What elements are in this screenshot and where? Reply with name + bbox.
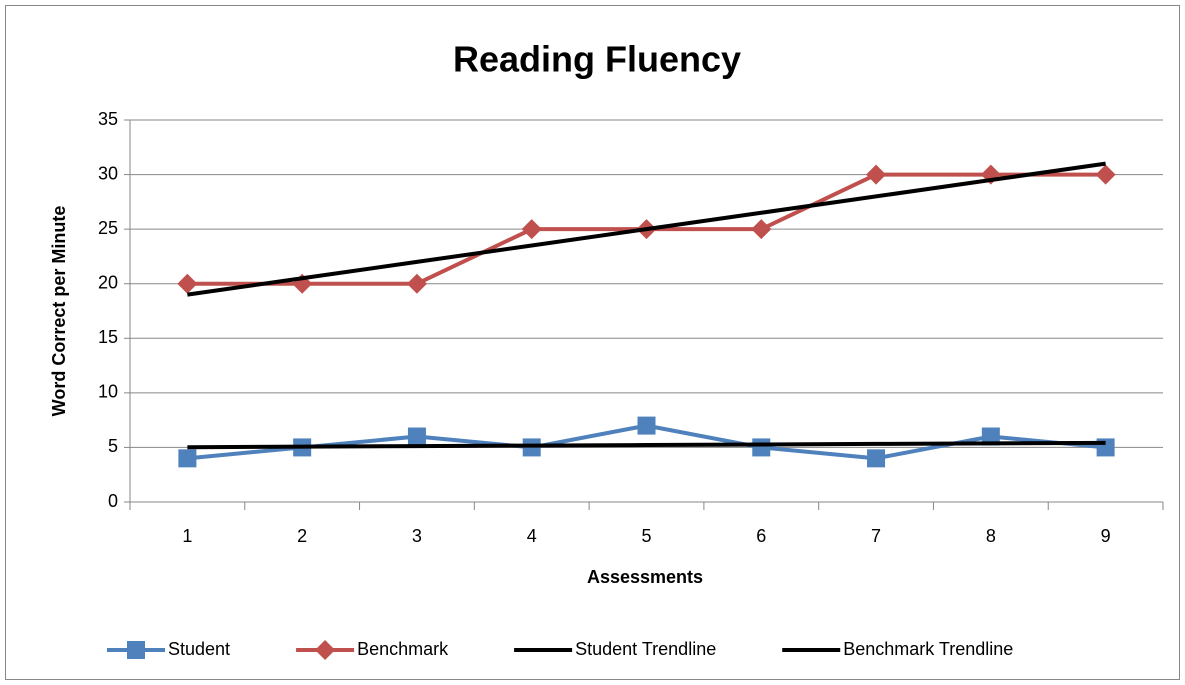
legend-label: Student [168,639,230,659]
x-axis-title: Assessments [587,567,703,587]
chart-border [5,5,1180,680]
x-tick-label: 1 [182,526,192,546]
y-tick-label: 30 [98,163,118,183]
x-tick-label: 7 [871,526,881,546]
series-line [187,161,1106,297]
x-tick-label: 5 [641,526,651,546]
point-marker [178,449,197,468]
point-marker [1095,164,1116,185]
y-tick-label: 5 [108,436,118,456]
legend-label: Benchmark [357,639,449,659]
y-axis-title: Word Correct per Minute [49,206,69,417]
point-marker [406,273,427,294]
y-tick-label: 0 [108,491,118,511]
point-marker [637,416,656,435]
x-tick-label: 9 [1101,526,1111,546]
legend-marker [127,641,145,659]
y-tick-label: 15 [98,327,118,347]
y-tick-label: 20 [98,272,118,292]
series-line [187,440,1106,450]
point-marker [866,164,887,185]
point-marker [867,449,886,468]
y-tick-label: 35 [98,109,118,129]
x-tick-label: 2 [297,526,307,546]
y-tick-label: 25 [98,218,118,238]
point-marker [177,273,198,294]
legend-label: Benchmark Trendline [843,639,1013,659]
legend-marker [315,640,336,660]
x-tick-label: 8 [986,526,996,546]
y-tick-label: 10 [98,382,118,402]
point-marker [521,219,542,240]
point-marker [981,427,1000,446]
point-marker [752,438,771,457]
point-marker [751,219,772,240]
chart-title: Reading Fluency [453,39,741,80]
x-tick-label: 3 [412,526,422,546]
x-tick-label: 6 [756,526,766,546]
point-marker [407,427,426,446]
x-tick-label: 4 [527,526,537,546]
legend-label: Student Trendline [575,639,716,659]
